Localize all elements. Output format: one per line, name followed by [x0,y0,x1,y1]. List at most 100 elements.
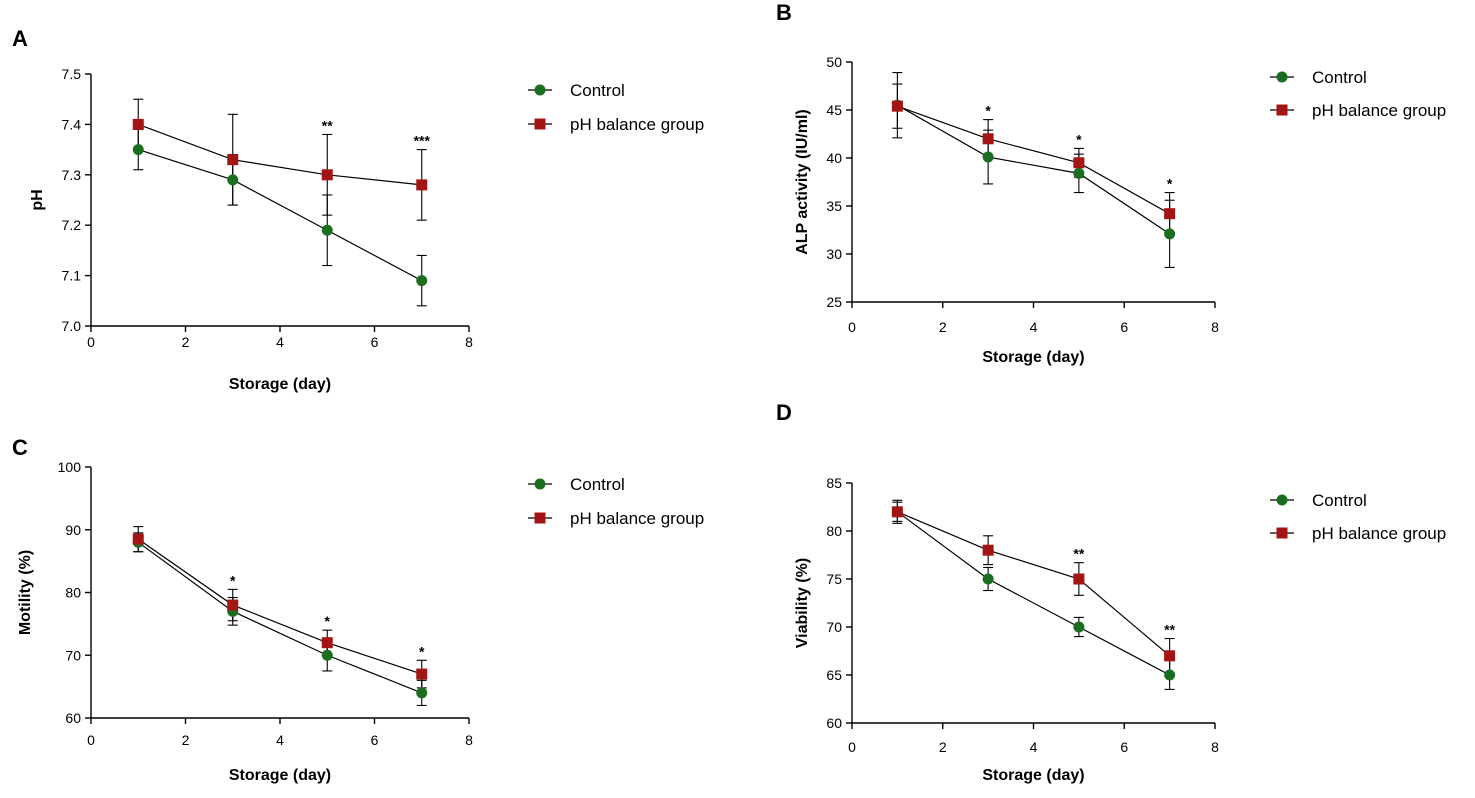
y-tick-label: 7.1 [62,268,82,284]
data-point-control [321,649,333,661]
legend-label: Control [570,81,625,100]
significance-label: ** [1073,546,1084,562]
x-tick-label: 6 [1120,739,1128,755]
legend-marker-ph-balance [1276,527,1288,539]
x-tick-label: 2 [182,334,190,350]
y-tick-label: 100 [58,459,82,475]
legend-label: pH balance group [1312,524,1446,543]
data-point-ph-balance [1164,650,1176,662]
legend-marker-ph-balance [534,118,546,130]
y-axis-title: ALP activity (IU/ml) [794,109,811,255]
x-tick-label: 0 [87,732,95,748]
data-point-ph-balance [227,599,239,611]
legend-label: pH balance group [570,115,704,134]
data-point-ph-balance [416,179,428,191]
legend-label: Control [1312,491,1367,510]
data-point-control [1164,669,1176,681]
legend-marker-control [534,84,546,96]
series-line-ph-balance [137,538,422,675]
data-point-ph-balance [1073,573,1085,585]
panel-a: A 0 2 4 6 8 7.0 7.1 7.2 7.3 7.4 7.5 Storage (day) pH *… [12,26,704,393]
y-tick-label: 35 [826,198,842,214]
y-tick-label: 25 [826,294,842,310]
data-point-control [321,224,333,236]
data-point-ph-balance [1164,208,1176,220]
y-tick-label: 7.2 [62,217,82,233]
series-line-control [897,104,1170,235]
x-tick-label: 6 [1120,319,1128,335]
data-point-control [132,144,144,156]
panel-letter: B [776,0,792,25]
x-tick-label: 6 [371,732,379,748]
x-tick-label: 6 [371,334,379,350]
y-tick-label: 7.4 [62,116,82,132]
data-point-control [1073,621,1085,633]
significance-label: * [419,643,425,659]
series-line-ph-balance [897,511,1171,657]
data-point-ph-balance [1073,157,1085,169]
legend-marker-control [534,478,546,490]
series-line-ph-balance [138,123,422,186]
y-axis-title: Viability (%) [794,558,811,648]
significance-label: ** [322,117,333,133]
legend-marker-ph-balance [1276,104,1288,116]
data-point-control [416,687,428,699]
data-point-ph-balance [891,100,903,112]
data-point-ph-balance [982,133,994,145]
data-point-control [982,573,994,585]
y-tick-label: 60 [826,715,842,731]
legend-marker-control [1276,71,1288,83]
significance-label: *** [414,133,431,149]
panel-letter: D [776,400,792,425]
y-tick-label: 50 [826,54,842,70]
y-tick-label: 85 [826,475,842,491]
data-point-ph-balance [321,169,333,181]
y-tick-label: 70 [826,619,842,635]
x-tick-label: 8 [1211,319,1219,335]
x-tick-label: 2 [182,732,190,748]
y-tick-label: 60 [65,710,81,726]
data-point-control [982,151,994,163]
x-tick-label: 0 [87,334,95,350]
y-tick-label: 80 [65,585,81,601]
significance-label: ** [1164,622,1175,638]
data-point-control [1164,228,1176,240]
significance-label: * [985,103,991,119]
data-point-ph-balance [132,118,144,130]
x-tick-label: 4 [276,732,284,748]
series-line-control [897,511,1170,676]
y-tick-label: 7.5 [62,66,82,82]
legend-label: Control [570,475,625,494]
x-tick-label: 8 [1211,739,1219,755]
panel-letter: C [12,435,28,460]
data-point-ph-balance [982,544,994,556]
y-tick-label: 7.3 [62,167,82,183]
y-tick-label: 30 [826,246,842,262]
x-axis-title: Storage (day) [229,767,331,784]
legend-label: pH balance group [570,509,704,528]
panel-b: B 0 2 4 6 8 25 30 35 40 45 50 Storage (day) ALP activ… [776,0,1446,366]
y-tick-label: 80 [826,523,842,539]
legend-label: Control [1312,68,1367,87]
data-point-control [1073,167,1085,179]
x-axis-title: Storage (day) [982,767,1084,784]
y-tick-label: 7.0 [62,318,82,334]
x-tick-label: 2 [939,319,947,335]
x-axis-title: Storage (day) [229,376,331,393]
data-point-ph-balance [132,533,144,545]
y-tick-label: 40 [826,150,842,166]
data-point-control [416,275,428,287]
significance-label: * [325,613,331,629]
significance-label: * [1167,176,1173,192]
series-line-control [137,541,422,694]
significance-label: * [230,572,236,588]
series-line-ph-balance [897,105,1170,215]
x-tick-label: 4 [1030,319,1038,335]
y-tick-label: 90 [65,522,81,538]
data-point-control [227,174,239,186]
y-tick-label: 70 [65,647,81,663]
panel-c: C 0 2 4 6 8 60 70 80 90 100 Storage (day) Motility (… [12,435,704,784]
y-tick-label: 75 [826,571,842,587]
data-point-ph-balance [416,668,428,680]
